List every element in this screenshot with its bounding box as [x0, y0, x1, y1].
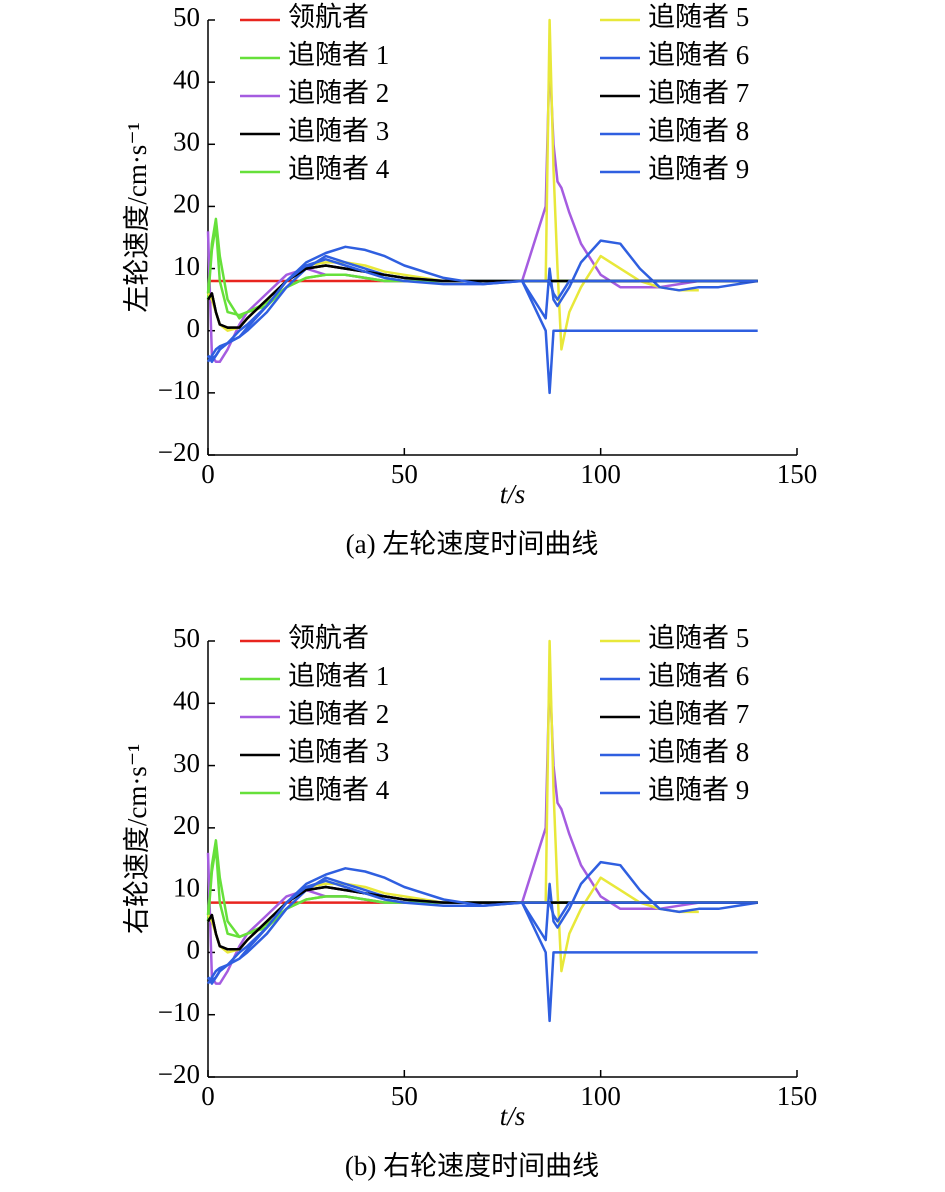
legend-label: 追随者 8	[648, 116, 749, 146]
y-tick-label: −10	[158, 375, 200, 405]
series-line	[206, 223, 758, 317]
legend-label: 追随者 8	[648, 737, 749, 767]
series-line	[206, 639, 699, 973]
x-axis-label: t/s	[500, 479, 526, 509]
y-tick-label: 0	[187, 935, 201, 965]
y-tick-label: 50	[173, 2, 200, 32]
y-tick-label: 40	[173, 685, 200, 715]
series-line	[206, 867, 758, 1023]
x-tick-label: 50	[391, 1081, 418, 1111]
y-tick-label: 10	[173, 251, 200, 281]
legend-label: 追随者 2	[288, 78, 389, 108]
y-tick-label: 50	[173, 623, 200, 653]
y-tick-label: −20	[158, 437, 200, 467]
x-tick-label: 100	[580, 459, 621, 489]
x-tick-label: 0	[201, 459, 215, 489]
caption: (a) 左轮速度时间曲线	[346, 529, 599, 559]
legend-label: 追随者 4	[288, 154, 390, 184]
legend-label: 追随者 7	[648, 699, 749, 729]
series-line	[206, 217, 758, 320]
series-line	[207, 860, 758, 982]
y-tick-label: 0	[187, 313, 201, 343]
legend-label: 领航者	[288, 623, 369, 653]
legend-label: 追随者 1	[288, 661, 389, 691]
y-tick-label: 30	[173, 748, 200, 778]
legend-label: 追随者 6	[648, 40, 749, 70]
y-tick-label: 20	[173, 810, 200, 840]
x-tick-label: 100	[580, 1081, 621, 1111]
x-tick-label: 150	[777, 459, 818, 489]
series-line	[206, 845, 758, 939]
y-tick-label: −20	[158, 1059, 200, 1089]
y-tick-label: 10	[173, 872, 200, 902]
legend-label: 追随者 9	[648, 154, 749, 184]
x-tick-label: 0	[201, 1081, 215, 1111]
y-tick-label: 40	[173, 64, 200, 94]
legend-label: 追随者 3	[288, 737, 389, 767]
legend-label: 追随者 3	[288, 116, 389, 146]
series-line	[206, 245, 758, 395]
y-tick-label: −10	[158, 997, 200, 1027]
series-line	[206, 839, 758, 939]
y-tick-label: 20	[173, 189, 200, 219]
series-line	[206, 258, 758, 364]
x-tick-label: 50	[391, 459, 418, 489]
x-tick-label: 150	[777, 1081, 818, 1111]
caption: (b) 右轮速度时间曲线	[345, 1151, 599, 1181]
legend-label: 领航者	[288, 2, 369, 32]
legend-label: 追随者 6	[648, 661, 749, 691]
x-axis-label: t/s	[500, 1101, 526, 1131]
series-line	[206, 879, 758, 985]
legend-label: 追随者 7	[648, 78, 749, 108]
series-line	[207, 239, 758, 360]
y-axis-label: 左轮速度/cm·s⁻¹	[122, 122, 152, 312]
legend-label: 追随者 5	[648, 2, 749, 32]
y-tick-label: 30	[173, 126, 200, 156]
legend-label: 追随者 9	[648, 775, 749, 805]
legend-label: 追随者 2	[288, 699, 389, 729]
legend-label: 追随者 5	[648, 623, 749, 653]
y-axis-label: 右轮速度/cm·s⁻¹	[122, 744, 152, 934]
legend-label: 追随者 1	[288, 40, 389, 70]
legend-label: 追随者 4	[288, 775, 390, 805]
series-line	[206, 18, 699, 351]
